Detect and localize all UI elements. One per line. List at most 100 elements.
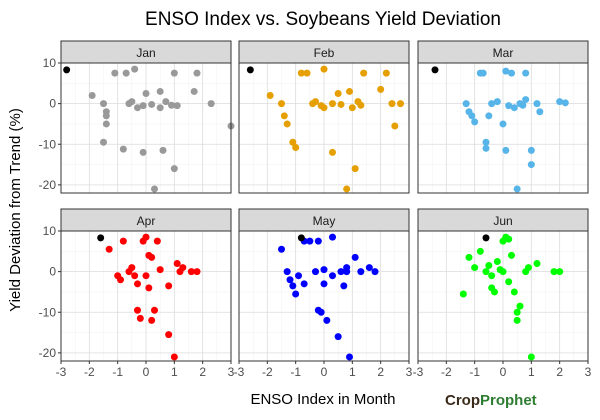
data-point bbox=[131, 65, 139, 73]
data-point bbox=[351, 253, 359, 261]
data-point bbox=[505, 102, 513, 110]
x-tick-label: 0 bbox=[500, 365, 507, 379]
data-point bbox=[193, 69, 201, 77]
data-point bbox=[536, 108, 544, 116]
svg-text:CropProphet: CropProphet bbox=[445, 392, 537, 409]
data-point bbox=[134, 280, 141, 288]
y-axis-title: Yield Deviation from Trend (%) bbox=[7, 108, 24, 312]
data-point bbox=[556, 98, 564, 106]
data-point bbox=[479, 69, 487, 77]
data-point bbox=[482, 268, 490, 276]
panel-strip-label: Jan bbox=[136, 46, 155, 60]
logo-text-prophet: Prophet bbox=[480, 392, 537, 409]
data-point bbox=[556, 268, 564, 276]
data-point bbox=[105, 245, 113, 253]
data-point bbox=[346, 353, 353, 361]
data-point bbox=[312, 268, 319, 276]
data-point bbox=[499, 120, 507, 128]
data-point bbox=[508, 251, 515, 259]
data-point bbox=[142, 233, 150, 241]
x-tick-label: -1 bbox=[290, 365, 301, 379]
data-point bbox=[128, 264, 136, 272]
x-tick-label: 3 bbox=[406, 365, 413, 379]
x-tick-label: 2 bbox=[377, 365, 384, 379]
data-point bbox=[151, 185, 158, 193]
data-point bbox=[303, 69, 311, 77]
data-point bbox=[337, 100, 345, 108]
data-point bbox=[522, 96, 530, 104]
data-point bbox=[286, 276, 294, 284]
data-point bbox=[348, 104, 356, 112]
data-point bbox=[165, 331, 173, 339]
data-point bbox=[493, 257, 501, 265]
data-point bbox=[482, 144, 490, 152]
data-point bbox=[329, 233, 336, 241]
data-point bbox=[170, 165, 178, 173]
data-point bbox=[119, 145, 127, 153]
panel-border bbox=[60, 62, 232, 194]
data-point bbox=[561, 99, 569, 107]
y-tick-label: 0 bbox=[49, 97, 56, 111]
data-point bbox=[148, 316, 156, 324]
data-point bbox=[122, 69, 130, 77]
data-point bbox=[292, 144, 300, 151]
data-point bbox=[295, 272, 302, 280]
cropprophet-logo: CropProphet bbox=[445, 392, 537, 409]
x-tick-label: 3 bbox=[585, 365, 592, 379]
data-point bbox=[193, 268, 201, 276]
data-point bbox=[145, 284, 153, 292]
data-point bbox=[499, 268, 507, 276]
highlight-point bbox=[297, 234, 305, 242]
data-point bbox=[292, 290, 300, 298]
data-point bbox=[493, 98, 501, 106]
x-tick-label: 1 bbox=[171, 365, 178, 379]
data-point bbox=[502, 67, 510, 75]
data-point bbox=[462, 100, 470, 108]
data-point bbox=[156, 266, 164, 274]
data-point bbox=[102, 120, 110, 128]
x-tick-label: -3 bbox=[56, 365, 67, 379]
data-point bbox=[471, 118, 479, 126]
data-point bbox=[142, 89, 150, 97]
data-point bbox=[337, 268, 345, 276]
data-point bbox=[377, 85, 385, 93]
panel-strip-label: Apr bbox=[137, 214, 156, 228]
data-point bbox=[278, 245, 285, 253]
data-point bbox=[513, 316, 521, 324]
highlight-point bbox=[97, 234, 105, 242]
data-point bbox=[525, 264, 532, 272]
data-point bbox=[346, 87, 353, 95]
data-point bbox=[128, 98, 136, 106]
data-point bbox=[533, 260, 541, 267]
data-point bbox=[148, 253, 156, 261]
data-point bbox=[343, 185, 351, 193]
data-point bbox=[173, 102, 181, 110]
data-point bbox=[100, 100, 107, 108]
chart-title: ENSO Index vs. Soybeans Yield Deviation bbox=[145, 9, 501, 30]
data-point bbox=[488, 272, 496, 280]
y-tick-label: -10 bbox=[39, 137, 57, 151]
data-point bbox=[297, 69, 305, 77]
data-point bbox=[357, 101, 365, 109]
y-tick-label: -20 bbox=[39, 178, 57, 192]
data-point bbox=[102, 112, 110, 120]
data-point bbox=[510, 288, 518, 296]
x-tick-label: -2 bbox=[441, 365, 452, 379]
data-point bbox=[320, 280, 328, 288]
x-tick-label: -1 bbox=[469, 365, 480, 379]
data-point bbox=[136, 314, 144, 322]
y-tick-label: 10 bbox=[43, 224, 57, 238]
data-point bbox=[312, 98, 319, 106]
data-point bbox=[468, 112, 476, 120]
data-point bbox=[162, 98, 170, 106]
logo-text-crop: Crop bbox=[445, 392, 480, 409]
data-point bbox=[317, 308, 325, 316]
data-point bbox=[391, 122, 399, 130]
panel-may: May -3 -2 -1 0 1 2 3 bbox=[234, 208, 413, 379]
data-point bbox=[351, 165, 359, 173]
data-point bbox=[187, 268, 195, 276]
data-point bbox=[488, 100, 496, 108]
data-point bbox=[485, 262, 493, 270]
data-point bbox=[360, 69, 368, 77]
data-point bbox=[365, 264, 373, 272]
